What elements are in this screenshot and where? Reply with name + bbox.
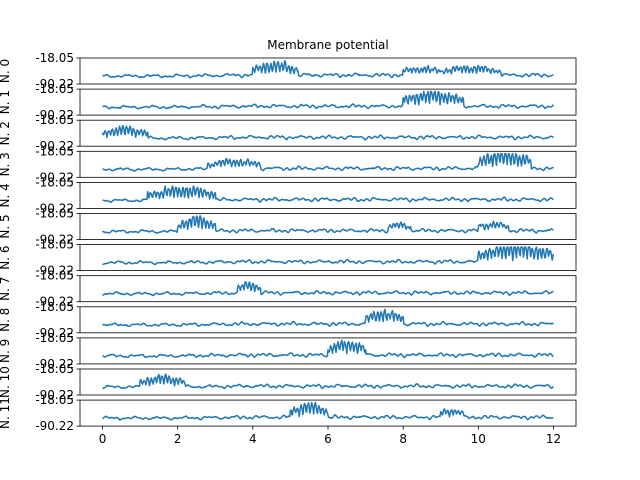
panel-label: N. 9 bbox=[0, 339, 12, 363]
subplot-n9: -18.05 -90.22 N. 9 bbox=[0, 331, 577, 371]
subplot-n5: -18.05 -90.22 N. 5 bbox=[0, 207, 577, 247]
panel-label: N. 5 bbox=[0, 214, 12, 238]
subplot-n10: -18.05 -90.22 N. 10 bbox=[0, 362, 577, 402]
ytick-label-max: -18.05 bbox=[35, 175, 74, 189]
trace-n5 bbox=[101, 215, 554, 234]
ytick-label-min: -90.22 bbox=[35, 201, 74, 215]
subplot-frame bbox=[79, 399, 577, 427]
trace-n0 bbox=[102, 59, 554, 79]
ytick-label-max: -18.05 bbox=[35, 113, 74, 127]
ytick-label-max: -18.05 bbox=[35, 331, 74, 345]
ytick-label-min: -90.22 bbox=[35, 108, 74, 122]
panel-label: N. 10 bbox=[0, 366, 12, 398]
panel-label: N. 4 bbox=[0, 183, 12, 207]
subplot-n4: -18.05 -90.22 N. 4 bbox=[0, 175, 577, 215]
xtick-label: 6 bbox=[324, 432, 332, 446]
subplot-n11: -18.05 -90.22 N. 11 bbox=[0, 393, 577, 433]
ytick-label-min: -90.22 bbox=[35, 233, 74, 247]
ytick-label-min: -90.22 bbox=[35, 170, 74, 184]
trace-n6 bbox=[102, 246, 555, 266]
panel-label: N. 11 bbox=[0, 397, 12, 429]
ytick-label-max: -18.05 bbox=[35, 51, 74, 65]
subplot-frame bbox=[79, 119, 577, 147]
trace-n8 bbox=[102, 308, 554, 328]
ytick-label-max: -18.05 bbox=[35, 82, 74, 96]
ytick-label-max: -18.05 bbox=[35, 269, 74, 283]
ytick-label-max: -18.05 bbox=[35, 238, 74, 252]
ytick-label-max: -18.05 bbox=[35, 207, 74, 221]
panel-label: N. 3 bbox=[0, 152, 12, 176]
subplot-n2: -18.05 -90.22 N. 2 bbox=[0, 113, 577, 153]
panel-label: N. 7 bbox=[0, 277, 12, 301]
ytick-label-min: -90.22 bbox=[35, 419, 74, 433]
subplot-frame bbox=[79, 368, 577, 396]
subplot-frame bbox=[79, 213, 577, 240]
ytick-label-max: -18.05 bbox=[35, 300, 74, 314]
trace-n11 bbox=[102, 401, 554, 421]
ytick-label-max: -18.05 bbox=[35, 144, 74, 158]
subplot-frame bbox=[79, 181, 577, 209]
chart-title: Membrane potential bbox=[267, 38, 389, 52]
ytick-label-max: -18.05 bbox=[35, 362, 74, 376]
ytick-label-min: -90.22 bbox=[35, 326, 74, 340]
x-axis: 0 2 4 6 8 10 12 bbox=[99, 426, 561, 446]
ytick-label-min: -90.22 bbox=[35, 139, 74, 153]
trace-n4 bbox=[102, 185, 554, 203]
panel-label: N. 1 bbox=[0, 90, 12, 114]
panel-label: N. 6 bbox=[0, 245, 12, 269]
subplot-n8: -18.05 -90.22 N. 8 bbox=[0, 300, 577, 340]
trace-n2 bbox=[101, 124, 555, 141]
panel-label: N. 0 bbox=[0, 59, 12, 83]
subplot-n3: -18.05 -90.22 N. 3 bbox=[0, 144, 577, 184]
ytick-label-min: -90.22 bbox=[35, 77, 74, 91]
xtick-label: 10 bbox=[471, 432, 486, 446]
subplot-n0: -18.05 -90.22 N. 0 bbox=[0, 51, 577, 91]
ytick-label-min: -90.22 bbox=[35, 357, 74, 371]
trace-n9 bbox=[102, 339, 554, 359]
xtick-label: 8 bbox=[399, 432, 407, 446]
subplot-frame bbox=[79, 275, 577, 303]
subplot-frame bbox=[79, 306, 577, 334]
panel-label: N. 2 bbox=[0, 121, 12, 145]
subplot-n7: -18.05 -90.22 N. 7 bbox=[0, 269, 577, 309]
subplot-frame bbox=[79, 57, 577, 85]
ytick-label-min: -90.22 bbox=[35, 295, 74, 309]
panel-label: N. 8 bbox=[0, 308, 12, 332]
trace-n7 bbox=[101, 280, 554, 297]
xtick-label: 0 bbox=[99, 432, 107, 446]
xtick-label: 4 bbox=[249, 432, 257, 446]
subplot-n6: -18.05 -90.22 N. 6 bbox=[0, 238, 577, 278]
subplot-frame bbox=[79, 244, 577, 272]
xtick-label: 2 bbox=[174, 432, 182, 446]
subplot-frame bbox=[79, 88, 577, 116]
ytick-label-min: -90.22 bbox=[35, 264, 74, 278]
ytick-label-min: -90.22 bbox=[35, 388, 74, 402]
ytick-label-max: -18.05 bbox=[35, 393, 74, 407]
subplot-stack: -18.05-90.22N. 0-18.05-90.22N. 1-18.05-9… bbox=[0, 51, 577, 433]
xtick-label: 12 bbox=[546, 432, 561, 446]
trace-n10 bbox=[102, 373, 554, 390]
trace-n1 bbox=[102, 90, 555, 110]
trace-n3 bbox=[102, 152, 554, 172]
subplot-n1: -18.05 -90.22 N. 1 bbox=[0, 82, 577, 122]
